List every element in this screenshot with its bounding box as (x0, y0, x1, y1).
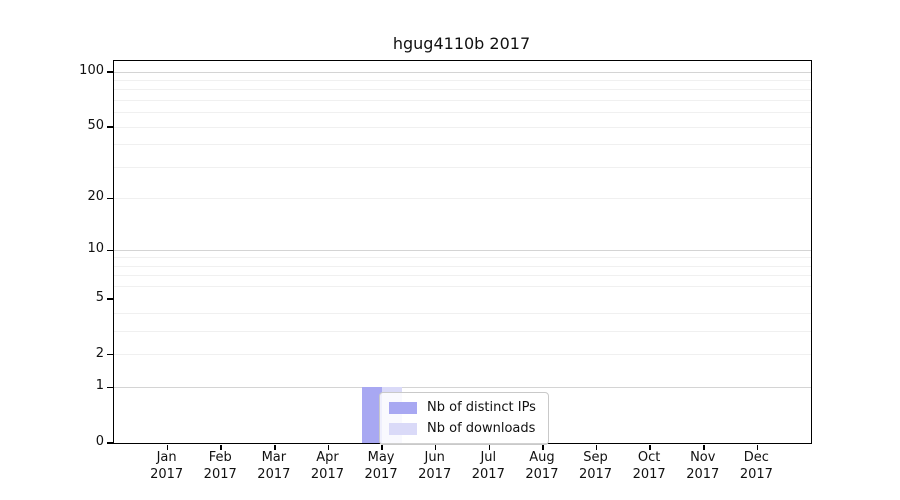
major-gridline (114, 386, 811, 388)
major-gridline (114, 249, 811, 251)
legend-label-downloads: Nb of downloads (427, 421, 536, 436)
minor-gridline (114, 144, 811, 146)
x-tick-mark (327, 444, 330, 450)
y-tick-label: 1 (95, 378, 104, 394)
minor-gridline (114, 89, 811, 91)
minor-gridline (114, 265, 811, 267)
x-tick-month: Feb (208, 450, 232, 465)
x-tick-month: Oct (637, 450, 661, 465)
y-tick-label: 10 (87, 241, 104, 257)
x-tick-month: May (367, 450, 395, 465)
y-tick-mark (106, 249, 113, 252)
x-tick-label: Oct 2017 (609, 449, 689, 483)
x-tick-month: Sep (583, 450, 608, 465)
x-tick-year: 2017 (310, 467, 344, 482)
minor-gridline (114, 166, 811, 168)
downloads-swatch (389, 423, 417, 435)
minor-gridline (114, 286, 811, 288)
legend-item-downloads: Nb of downloads (389, 421, 536, 437)
x-tick-year: 2017 (632, 467, 666, 482)
x-tick-year: 2017 (525, 467, 559, 482)
x-tick-mark (166, 444, 169, 450)
x-tick-label: Jun 2017 (395, 449, 475, 483)
x-tick-month: Nov (690, 450, 716, 465)
x-tick-month: Mar (261, 450, 287, 465)
minor-gridline (114, 80, 811, 81)
y-tick-label: 0 (95, 434, 104, 449)
minor-gridline (114, 112, 811, 114)
x-tick-year: 2017 (257, 467, 291, 482)
x-tick-mark (434, 444, 437, 450)
x-tick-month: Dec (743, 450, 769, 465)
x-tick-year: 2017 (418, 467, 452, 482)
y-tick-mark (106, 386, 113, 389)
y-tick-label: 100 (79, 63, 104, 79)
y-tick-label: 2 (95, 345, 104, 361)
minor-gridline (114, 331, 811, 333)
x-tick-mark (756, 444, 759, 450)
major-gridline (114, 71, 811, 73)
minor-gridline (114, 257, 811, 259)
y-tick-label: 20 (87, 189, 104, 205)
minor-gridline (114, 99, 811, 101)
x-tick-label: Nov 2017 (663, 449, 743, 483)
y-tick-mark (106, 71, 113, 73)
minor-gridline (114, 275, 811, 277)
legend: Nb of distinct IPs Nb of downloads (379, 392, 549, 445)
x-tick-month: Apr (316, 450, 339, 465)
x-tick-label: Dec 2017 (716, 449, 796, 483)
x-tick-year: 2017 (203, 467, 237, 482)
y-tick-label: 5 (95, 290, 104, 305)
x-tick-label: May 2017 (341, 449, 421, 483)
x-tick-mark (595, 444, 598, 450)
x-tick-month: Aug (529, 450, 555, 465)
x-tick-label: Feb 2017 (180, 449, 260, 483)
x-tick-label: Aug 2017 (502, 449, 582, 483)
x-tick-mark (703, 444, 705, 450)
x-tick-label: Apr 2017 (287, 449, 367, 483)
bar-nb-of-distinct-ips (362, 387, 383, 443)
x-tick-month: Jul (480, 450, 497, 465)
x-tick-year: 2017 (578, 467, 613, 482)
x-tick-mark (274, 444, 276, 450)
x-tick-label: Mar 2017 (234, 449, 314, 483)
x-tick-year: 2017 (471, 467, 505, 482)
minor-gridline (114, 354, 811, 356)
x-tick-year: 2017 (739, 467, 773, 482)
legend-item-distinct-ips: Nb of distinct IPs (389, 400, 536, 416)
y-tick-label: 50 (87, 118, 104, 134)
chart-title: hgug4110b 2017 (392, 34, 531, 53)
x-tick-year: 2017 (364, 467, 398, 482)
x-tick-year: 2017 (150, 467, 184, 482)
y-tick-mark (106, 126, 113, 128)
legend-label-distinct-ips: Nb of distinct IPs (427, 400, 536, 415)
x-tick-mark (488, 444, 491, 450)
plot-area: Nb of distinct IPs Nb of downloads (106, 60, 812, 450)
minor-gridline (114, 197, 811, 199)
x-tick-mark (220, 444, 222, 450)
x-tick-year: 2017 (686, 467, 720, 482)
x-tick-mark (542, 444, 544, 450)
y-tick-mark (106, 197, 113, 200)
x-tick-label: Jul 2017 (448, 449, 528, 483)
y-tick-mark (106, 353, 113, 356)
minor-gridline (114, 126, 811, 128)
x-tick-month: Jun (424, 450, 445, 465)
x-tick-mark (381, 444, 383, 450)
y-tick-mark (106, 298, 113, 300)
y-tick-mark (106, 442, 113, 444)
x-tick-label: Jan 2017 (127, 449, 207, 483)
x-tick-label: Sep 2017 (556, 449, 636, 483)
minor-gridline (114, 313, 811, 315)
x-tick-month: Jan (156, 450, 177, 465)
x-tick-mark (649, 444, 651, 450)
distinct-ips-swatch (389, 402, 417, 414)
